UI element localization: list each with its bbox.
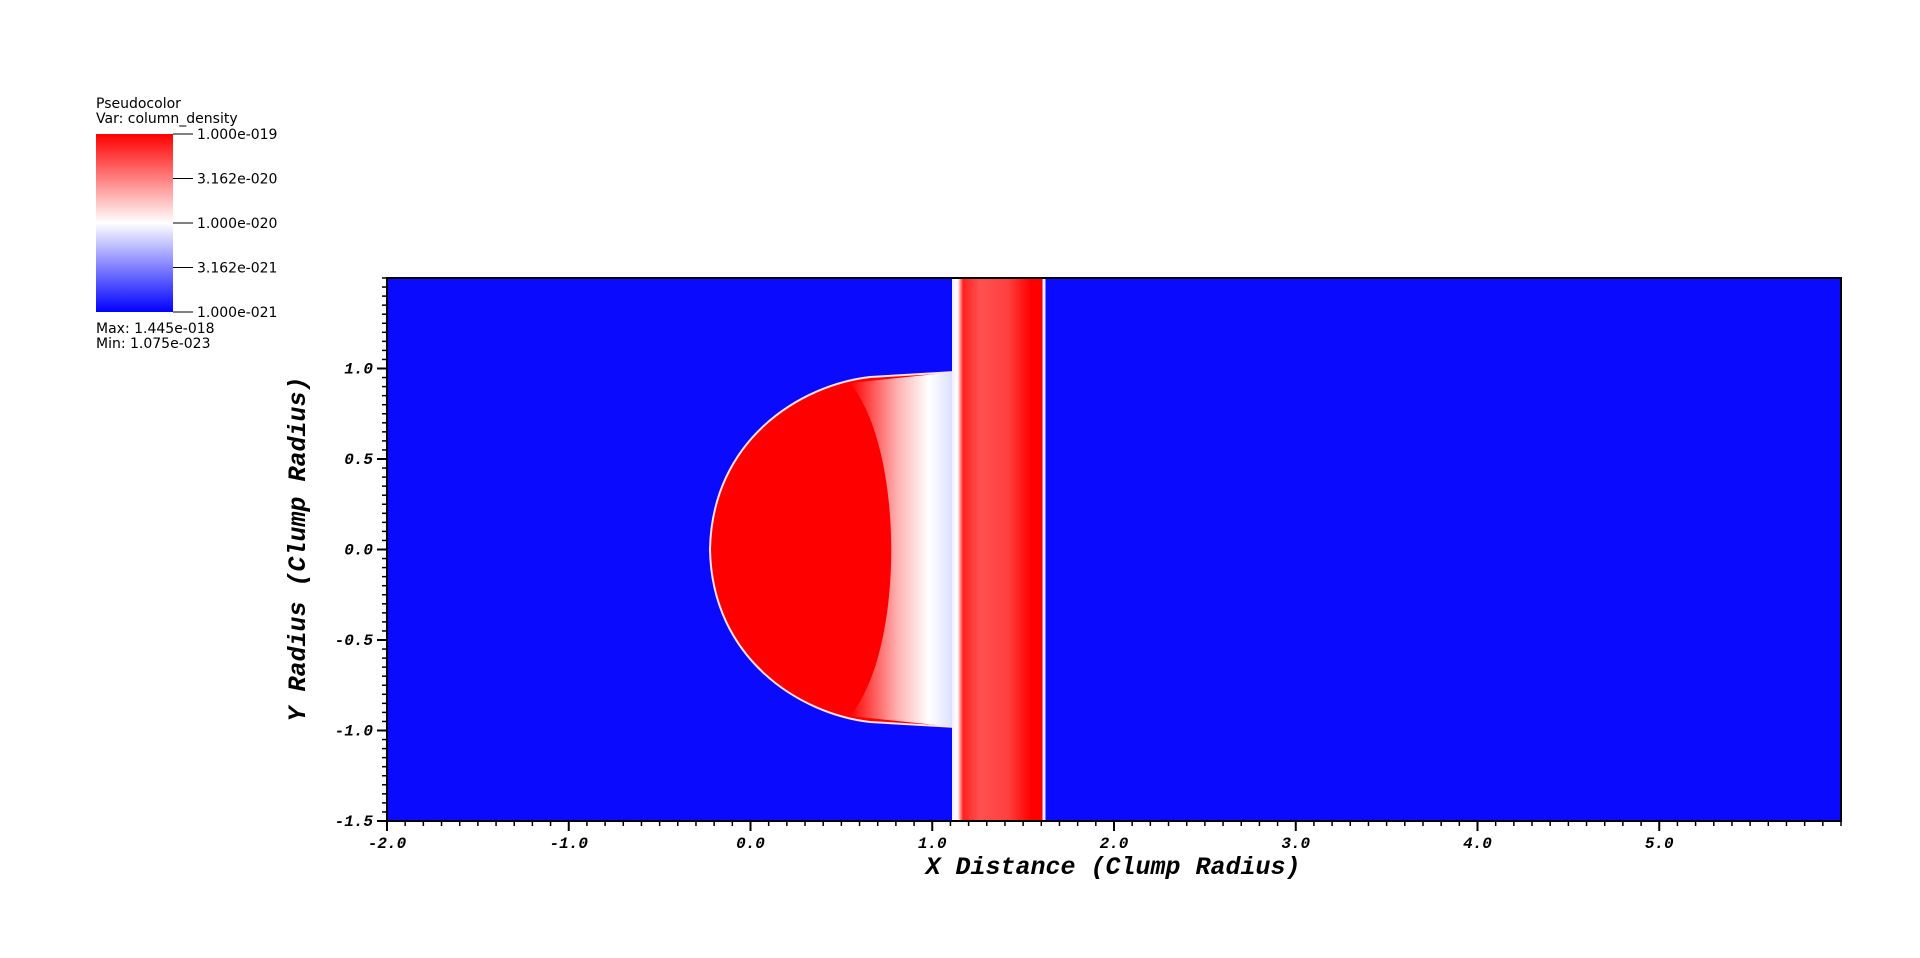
legend-stat: Max: 1.445e-018: [96, 321, 215, 337]
legend-variable: Var: column_density: [96, 111, 238, 127]
y-axis-label: Y Radius (Clump Radius): [284, 376, 313, 721]
legend-stat: Min: 1.075e-023: [96, 336, 210, 352]
x-tick-label: 0.0: [736, 835, 765, 853]
x-tick-label: -2.0: [368, 835, 407, 853]
x-axis-label: X Distance (Clump Radius): [923, 853, 1300, 882]
colorbar-tick-label: 3.162e-020: [197, 172, 277, 188]
x-tick-label: 1.0: [918, 835, 947, 853]
x-tick-label: -1.0: [550, 835, 589, 853]
colorbar-tick-label: 3.162e-021: [197, 261, 277, 277]
colorbar: [96, 134, 173, 312]
x-tick-label: 5.0: [1645, 835, 1674, 853]
legend-title: Pseudocolor: [96, 96, 181, 112]
colorbar-tick-label: 1.000e-021: [197, 305, 277, 321]
y-tick-label: 1.0: [344, 361, 373, 379]
y-tick-label: -1.5: [335, 813, 374, 831]
y-tick-label: 0.5: [344, 451, 373, 469]
field: [387, 278, 1841, 821]
clump-mixing: [850, 372, 955, 727]
colorbar-tick-label: 1.000e-020: [197, 216, 277, 232]
y-tick-label: -0.5: [335, 632, 374, 650]
x-tick-label: 4.0: [1463, 835, 1492, 853]
shock-band: [952, 278, 1045, 821]
background-field: [387, 278, 1841, 821]
x-tick-label: 2.0: [1100, 835, 1129, 853]
y-tick-label: -1.0: [335, 723, 374, 741]
y-tick-label: 0.0: [344, 542, 373, 560]
x-tick-label: 3.0: [1281, 835, 1310, 853]
colorbar-tick-label: 1.000e-019: [197, 127, 277, 143]
